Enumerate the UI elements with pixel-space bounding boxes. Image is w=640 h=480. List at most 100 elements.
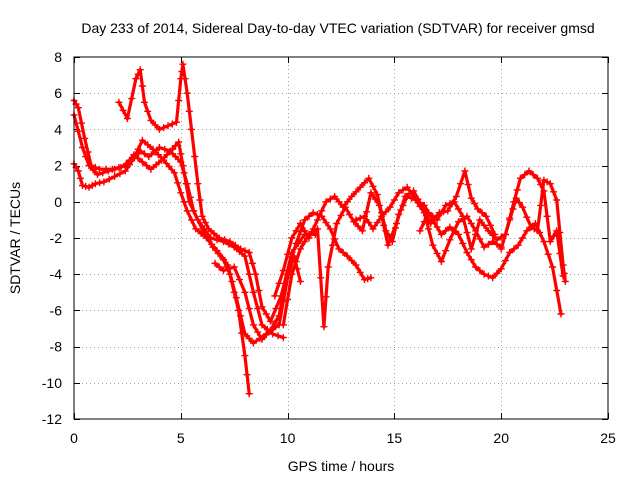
- data-point-marker: [452, 192, 460, 200]
- data-point-marker: [183, 207, 191, 215]
- data-point-marker: [74, 167, 82, 175]
- data-point-marker: [364, 275, 372, 283]
- y-tick-label: -4: [50, 266, 63, 282]
- data-point-marker: [333, 220, 341, 227]
- data-point-marker: [231, 241, 239, 249]
- data-point-marker: [192, 225, 200, 233]
- y-axis-label: SDTVAR / TECUs: [7, 182, 23, 294]
- data-point-marker: [96, 165, 104, 173]
- data-point-marker: [211, 259, 219, 267]
- data-point-marker: [412, 196, 420, 204]
- data-point-marker: [225, 265, 233, 273]
- data-point-marker: [170, 169, 178, 177]
- data-point-marker: [191, 153, 199, 160]
- data-point-marker: [182, 180, 190, 188]
- data-point-marker: [550, 188, 557, 196]
- x-tick-labels: 0 5 10 15 20 25: [70, 430, 616, 446]
- x-tick-label: 0: [70, 430, 78, 446]
- data-point-marker: [474, 205, 482, 213]
- data-point-marker: [361, 179, 368, 187]
- data-point-marker: [279, 334, 287, 342]
- data-point-marker: [228, 277, 236, 285]
- data-point-marker: [81, 134, 89, 142]
- data-point-marker: [320, 323, 328, 331]
- data-point-marker: [373, 219, 381, 227]
- data-point-marker: [561, 277, 569, 285]
- data-point-marker: [463, 249, 471, 256]
- data-point-marker: [367, 189, 375, 197]
- data-point-marker: [254, 305, 262, 313]
- data-point-marker: [108, 165, 116, 173]
- data-point-marker: [262, 310, 270, 318]
- data-point-marker: [509, 205, 517, 213]
- data-point-marker: [205, 225, 213, 233]
- data-point-marker: [198, 212, 206, 220]
- data-point-marker: [506, 216, 514, 224]
- data-point-marker: [546, 180, 554, 188]
- data-point-marker: [116, 170, 124, 178]
- data-point-marker: [482, 212, 490, 220]
- data-point-marker: [168, 120, 176, 128]
- data-point-marker: [341, 203, 349, 211]
- x-tick-label: 5: [177, 430, 185, 446]
- x-tick-label: 10: [280, 430, 296, 446]
- data-point-marker: [126, 161, 133, 169]
- data-point-marker: [425, 225, 433, 233]
- data-point-marker: [258, 335, 266, 343]
- data-point-marker: [472, 263, 480, 271]
- data-point-marker: [516, 174, 524, 182]
- data-point-marker: [369, 182, 377, 190]
- data-traces: [70, 60, 569, 398]
- data-point-marker: [317, 274, 325, 282]
- data-point-marker: [147, 116, 155, 124]
- data-point-marker: [255, 287, 263, 294]
- data-point-marker: [79, 144, 86, 151]
- data-point-marker: [208, 240, 216, 248]
- data-point-marker: [373, 191, 381, 199]
- data-point-marker: [314, 225, 321, 233]
- data-point-marker: [337, 211, 345, 219]
- data-point-marker: [433, 223, 441, 231]
- data-point-marker: [100, 178, 108, 186]
- data-point-marker: [343, 198, 351, 206]
- data-point-marker: [288, 253, 296, 261]
- data-point-marker: [87, 162, 95, 170]
- data-point-marker: [510, 245, 518, 253]
- data-point-marker: [519, 203, 527, 211]
- data-point-marker: [467, 245, 475, 253]
- data-point-marker: [497, 265, 505, 273]
- y-tick-label: 6: [54, 85, 62, 101]
- data-point-marker: [262, 331, 270, 339]
- data-point-marker: [241, 247, 249, 255]
- data-point-marker: [145, 153, 153, 161]
- data-point-marker: [543, 212, 551, 220]
- data-point-marker: [519, 234, 527, 242]
- data-point-marker: [288, 234, 296, 242]
- data-point-marker: [271, 292, 279, 300]
- data-point-marker: [429, 241, 437, 249]
- data-point-marker: [183, 89, 191, 97]
- data-point-marker: [529, 171, 537, 179]
- data-point-marker: [540, 238, 548, 246]
- data-point-marker: [296, 220, 304, 227]
- data-point-marker: [403, 183, 411, 191]
- data-point-marker: [450, 227, 458, 235]
- data-point-marker: [335, 198, 343, 206]
- data-point-marker: [292, 227, 300, 235]
- data-point-marker: [367, 274, 375, 282]
- data-point-marker: [560, 269, 568, 277]
- data-point-marker: [416, 227, 424, 235]
- data-point-marker: [172, 142, 179, 150]
- data-series-trace-10: [497, 176, 569, 285]
- data-point-marker: [420, 201, 428, 209]
- data-point-marker: [237, 312, 245, 320]
- data-point-marker: [215, 263, 223, 271]
- data-point-marker: [514, 241, 522, 249]
- data-point-marker: [185, 107, 193, 115]
- data-point-marker: [395, 189, 403, 197]
- data-point-marker: [296, 228, 304, 236]
- data-point-marker: [138, 82, 146, 90]
- data-point-marker: [472, 230, 480, 238]
- data-point-marker: [245, 270, 253, 278]
